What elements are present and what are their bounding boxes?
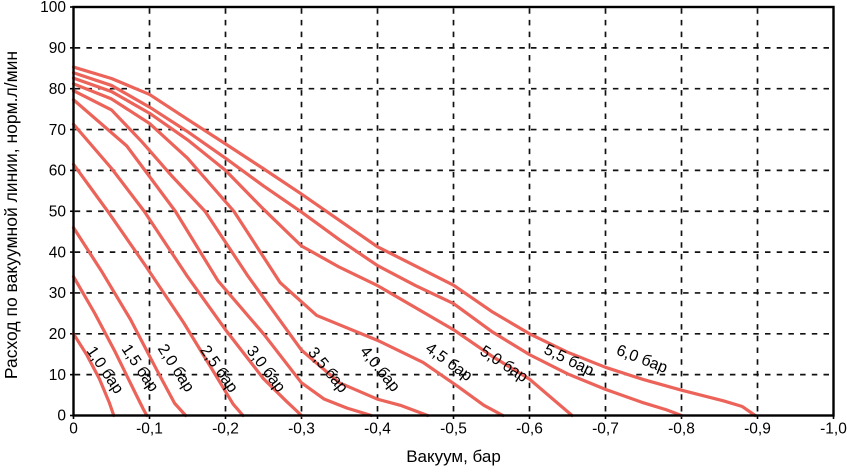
- svg-text:40: 40: [49, 244, 67, 261]
- svg-text:-1,0: -1,0: [820, 421, 847, 438]
- svg-text:-0,6: -0,6: [516, 421, 543, 438]
- svg-text:0: 0: [57, 408, 66, 425]
- svg-text:-0,5: -0,5: [440, 421, 467, 438]
- svg-text:20: 20: [49, 326, 67, 343]
- svg-text:30: 30: [49, 285, 67, 302]
- svg-text:Вакуум, бар: Вакуум, бар: [406, 447, 501, 466]
- svg-text:70: 70: [49, 122, 67, 139]
- svg-text:10: 10: [49, 367, 67, 384]
- svg-text:60: 60: [49, 163, 67, 180]
- svg-text:-0,7: -0,7: [592, 421, 619, 438]
- svg-text:80: 80: [49, 81, 67, 98]
- svg-text:-0,2: -0,2: [212, 421, 239, 438]
- svg-text:-0,4: -0,4: [364, 421, 391, 438]
- svg-text:0: 0: [69, 421, 78, 438]
- svg-text:Расход по вакуумной линии, нор: Расход по вакуумной линии, норм.л/мин: [1, 51, 21, 379]
- svg-text:90: 90: [49, 40, 67, 57]
- svg-text:-0,3: -0,3: [288, 421, 315, 438]
- svg-text:-0,9: -0,9: [744, 421, 771, 438]
- svg-text:100: 100: [40, 0, 66, 16]
- svg-text:-0,8: -0,8: [668, 421, 695, 438]
- svg-text:-0,1: -0,1: [136, 421, 163, 438]
- svg-text:50: 50: [49, 203, 67, 220]
